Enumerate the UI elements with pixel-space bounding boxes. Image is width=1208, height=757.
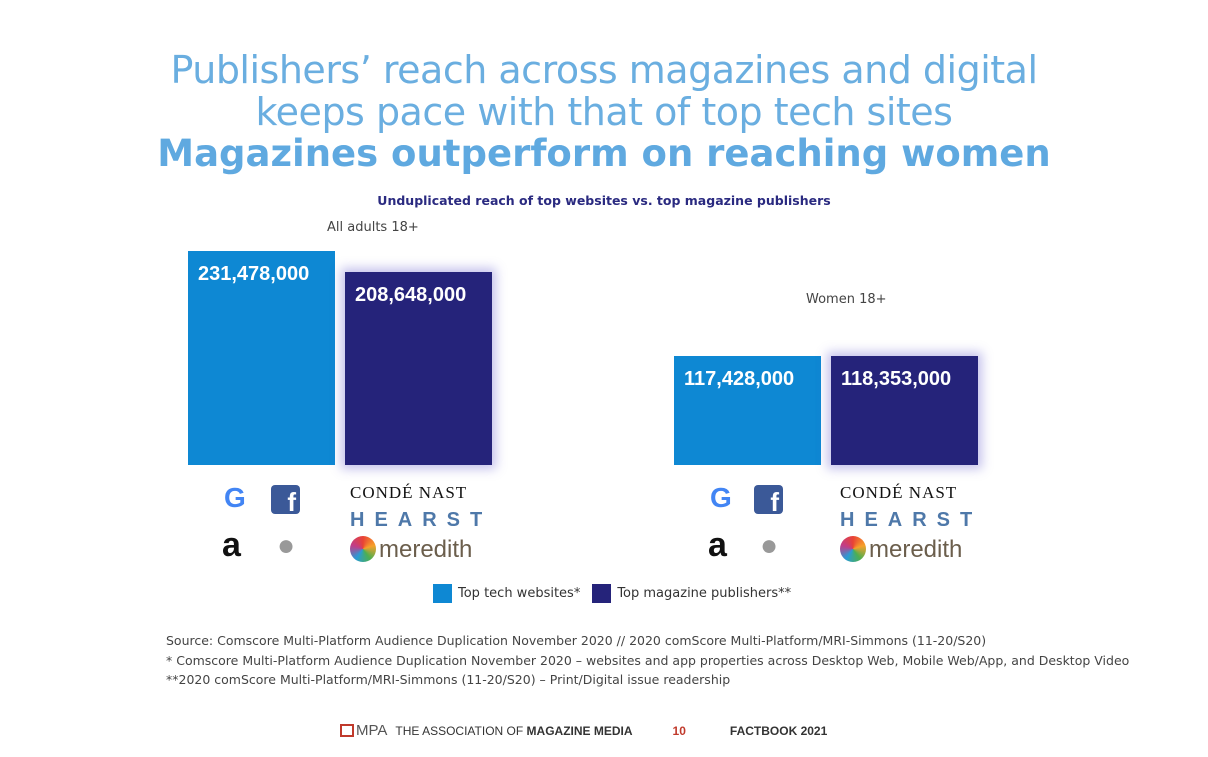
tech-bar-women: 117,428,000 xyxy=(674,356,821,465)
source-line: **2020 comScore Multi-Platform/MRI-Simmo… xyxy=(166,672,731,687)
source-notes: Source: Comscore Multi-Platform Audience… xyxy=(166,631,1129,690)
title-line-2: keeps pace with that of top tech sites xyxy=(255,90,953,134)
meredith-logo: meredith xyxy=(840,536,962,564)
mpa-logo-icon xyxy=(340,724,354,737)
amazon-logo: a xyxy=(708,526,727,564)
legend-label-tech: Top tech websites* xyxy=(458,586,581,601)
bar-value-label: 117,428,000 xyxy=(684,368,795,391)
title-line-1: Publishers’ reach across magazines and d… xyxy=(170,48,1038,92)
source-line: Source: Comscore Multi-Platform Audience… xyxy=(166,633,987,648)
legend-swatch-publishers xyxy=(592,584,612,603)
publisher-logos-women: CONDÉ NAST HEARST meredith xyxy=(840,480,1140,580)
legend-swatch-tech xyxy=(433,584,452,603)
conde-nast-logo: CONDÉ NAST xyxy=(350,483,468,502)
hearst-logo: HEARST xyxy=(350,509,493,531)
legend-label-publishers: Top magazine publishers** xyxy=(617,586,792,601)
footer: MPA THE ASSOCIATION OF MAGAZINE MEDIA 10… xyxy=(340,722,827,739)
chart-title: Unduplicated reach of top websites vs. t… xyxy=(377,193,831,208)
bar-value-label: 208,648,000 xyxy=(355,284,467,307)
publishers-bar-all-adults: 208,648,000 xyxy=(345,272,492,465)
apple-logo: ● xyxy=(276,529,296,562)
apple-logo: ● xyxy=(759,529,779,562)
legend: Top tech websites* Top magazine publishe… xyxy=(433,584,791,603)
bar-value-label: 118,353,000 xyxy=(841,367,952,390)
bar-value-label: 231,478,000 xyxy=(198,263,310,285)
publishers-bar-women: 118,353,000 xyxy=(831,355,978,465)
google-logo: G xyxy=(224,482,246,513)
source-line: * Comscore Multi-Platform Audience Dupli… xyxy=(166,652,1130,668)
meredith-logo: meredith xyxy=(350,536,472,564)
footer-assoc-bold: MAGAZINE MEDIA xyxy=(526,723,633,738)
facebook-logo: f xyxy=(754,485,783,517)
conde-nast-logo: CONDÉ NAST xyxy=(840,483,958,502)
page-number: 10 xyxy=(672,723,686,738)
tech-bar-all-adults: 231,478,000 xyxy=(188,251,335,465)
group-label-all-adults: All adults 18+ xyxy=(327,220,419,235)
tech-logos: G f a ● xyxy=(220,480,520,580)
hearst-logo: HEARST xyxy=(840,509,983,531)
mpa-logo: MPA xyxy=(356,722,388,739)
footer-assoc: THE ASSOCIATION OF xyxy=(395,723,527,738)
group-label-women: Women 18+ xyxy=(806,292,887,307)
publisher-logos: CONDÉ NAST HEARST meredith xyxy=(350,480,650,580)
factbook-label: FACTBOOK 2021 xyxy=(729,723,828,738)
tech-logos-women: G f a ● xyxy=(706,480,1006,580)
google-logo: G xyxy=(710,482,732,513)
amazon-logo: a xyxy=(222,526,241,564)
title-line-3: Magazines outperform on reaching women xyxy=(157,132,1051,175)
facebook-logo: f xyxy=(271,485,300,517)
